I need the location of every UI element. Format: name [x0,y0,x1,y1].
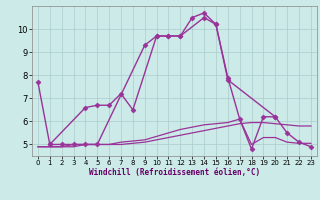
X-axis label: Windchill (Refroidissement éolien,°C): Windchill (Refroidissement éolien,°C) [89,168,260,177]
